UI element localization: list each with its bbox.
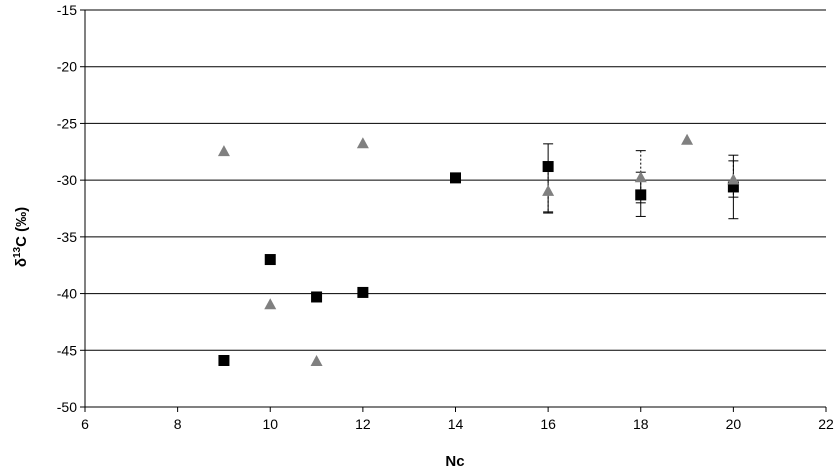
data-point-square	[450, 172, 461, 184]
x-tick-label: 14	[448, 416, 464, 432]
data-point-triangle	[356, 137, 369, 149]
data-point-square	[635, 189, 647, 201]
data-point-square	[727, 181, 739, 193]
y-tick-label: -25	[57, 115, 77, 131]
x-tick-label: 20	[726, 416, 742, 432]
data-point-triangle	[217, 145, 230, 157]
x-tick-labels: 6 8 10 12 14 16 18 20 22	[81, 416, 834, 432]
data-point-square	[264, 254, 276, 266]
x-tick-label: 6	[81, 416, 89, 432]
data-point-square	[542, 161, 554, 173]
data-point-triangle	[681, 133, 694, 145]
y-axis-title-sup: 13	[12, 246, 23, 258]
y-tick-label: -50	[57, 399, 77, 415]
y-axis-title-suffix: C (‰)	[13, 207, 30, 247]
data-point-triangle	[542, 184, 555, 196]
y-tick-label: -15	[57, 2, 77, 18]
data-point-triangle	[727, 173, 740, 185]
x-tick-label: 16	[540, 416, 556, 432]
y-tick-label: -40	[57, 286, 77, 302]
data-point-triangle	[264, 298, 277, 310]
data-point-square	[218, 354, 230, 366]
data-point-square	[311, 291, 323, 303]
x-tick-label: 12	[355, 416, 371, 432]
y-tick-label: -20	[57, 59, 77, 75]
y-axis-title: δ13C (‰)	[12, 207, 30, 267]
y-tick-label: -35	[57, 229, 77, 245]
y-tick-label: -45	[57, 342, 77, 358]
y-axis-title-prefix: δ	[13, 258, 30, 267]
y-tick-label: -30	[57, 172, 77, 188]
y-tick-labels: -15 -20 -25 -30 -35 -40 -45 -50	[57, 2, 77, 415]
axes	[80, 9, 827, 412]
x-tick-label: 10	[262, 416, 278, 432]
data-point-triangle	[310, 354, 323, 366]
gridlines	[85, 9, 826, 351]
data-point-square	[357, 286, 369, 298]
x-tick-label: 22	[818, 416, 834, 432]
data-point-triangle	[634, 171, 647, 183]
x-axis-title: Nc	[445, 453, 464, 470]
data-points	[217, 133, 740, 366]
x-tick-label: 18	[633, 416, 649, 432]
x-tick-label: 8	[174, 416, 182, 432]
